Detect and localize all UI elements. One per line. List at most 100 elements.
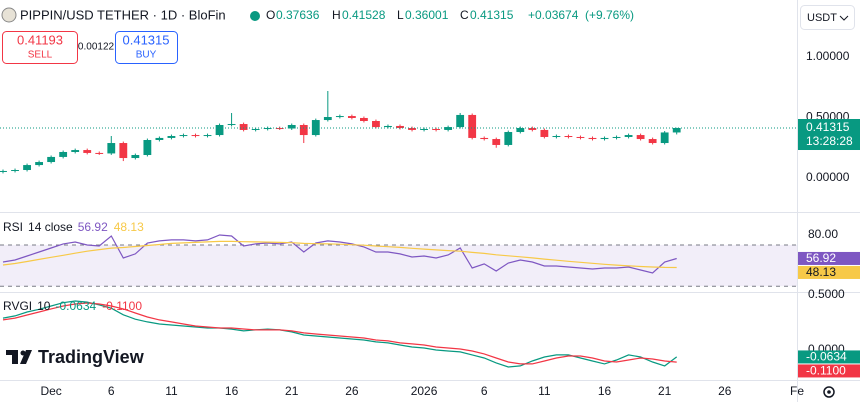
candle-body xyxy=(131,155,140,159)
candle-body xyxy=(299,124,308,136)
currency: USDT xyxy=(807,12,837,24)
x-tick-label: 26 xyxy=(345,384,359,398)
spread: 0.00122 xyxy=(78,42,115,53)
candle-body xyxy=(504,132,513,145)
indicator-value: 48.13 xyxy=(114,220,144,234)
candle-body xyxy=(372,121,380,128)
candle-body xyxy=(335,116,344,118)
y-tick-label: 80.00 xyxy=(808,227,838,241)
candle-body xyxy=(179,135,188,137)
last-price-box xyxy=(798,119,860,151)
x-tick-label: 16 xyxy=(225,384,239,398)
candle-body xyxy=(191,135,200,137)
candle-body xyxy=(167,136,176,138)
candle-body xyxy=(119,143,128,159)
candle-body xyxy=(59,151,68,157)
change: +0.03674 xyxy=(528,8,579,22)
indicator-line xyxy=(2,300,678,368)
candle-body xyxy=(360,117,368,122)
indicator-line xyxy=(2,234,677,274)
brand-logo-dot xyxy=(20,350,26,356)
candle-body xyxy=(612,136,621,138)
plot-area xyxy=(0,90,797,368)
y-tick-label: 1.00000 xyxy=(806,49,850,63)
x-tick-label: 21 xyxy=(285,384,299,398)
candle-body xyxy=(203,135,212,137)
candle-body xyxy=(35,162,44,166)
ohlc-letter: H xyxy=(332,8,341,22)
candle-body xyxy=(408,128,416,130)
candle-body xyxy=(263,128,272,130)
sell-price: 0.41193 xyxy=(17,32,63,47)
candle-body xyxy=(23,165,31,171)
market-status xyxy=(250,11,260,21)
x-tick-label: 6 xyxy=(108,384,115,398)
candle-body xyxy=(528,128,537,130)
countdown: 13:28:28 xyxy=(806,134,853,148)
buy-button[interactable] xyxy=(115,31,178,64)
brand-logo xyxy=(6,350,32,364)
band-fill xyxy=(0,244,797,287)
x-tick-label: 11 xyxy=(538,384,551,398)
candle-body xyxy=(468,114,477,138)
ohlc-letter: L xyxy=(397,8,404,22)
candle-body xyxy=(636,135,645,140)
y-tick-label: 0.5000 xyxy=(808,287,845,301)
axis-value-box xyxy=(798,350,860,364)
ohlc-value: 0.37636 xyxy=(276,8,320,22)
sell-button[interactable] xyxy=(2,31,78,64)
candle-body xyxy=(251,128,260,130)
candle-body xyxy=(384,125,392,128)
x-tick-label: 16 xyxy=(598,384,612,398)
candle-body xyxy=(552,136,561,138)
axis-value-box xyxy=(798,265,860,279)
axis-value-box xyxy=(798,364,860,378)
x-tick-label: 2026 xyxy=(411,384,438,398)
candle-body xyxy=(83,150,92,153)
settings-icon-center xyxy=(827,390,831,394)
indicator-title: RVGI xyxy=(3,299,32,313)
x-tick-label: 21 xyxy=(658,384,672,398)
candle-body xyxy=(444,127,453,130)
candle-body xyxy=(143,140,152,156)
symbol-title[interactable]: PIPPIN/USD TETHER · 1D · BloFin xyxy=(20,7,226,22)
indicator-line xyxy=(2,240,677,269)
indicator-value: -0.1100 xyxy=(102,299,142,313)
candle-body xyxy=(492,139,501,145)
axis-value-label: -0.1100 xyxy=(806,364,846,378)
x-tick-label: 26 xyxy=(718,384,732,398)
buy-price: 0.41315 xyxy=(123,32,170,47)
symbol-icon xyxy=(1,7,17,23)
currency-select[interactable] xyxy=(800,5,855,30)
dropdown-chevron xyxy=(839,15,849,21)
ohlc-value: 0.41315 xyxy=(470,8,514,22)
candle-body xyxy=(347,116,356,118)
candle-body xyxy=(287,124,296,129)
candle-body xyxy=(275,128,284,130)
candle-body xyxy=(564,136,573,138)
settings-icon[interactable] xyxy=(823,386,835,398)
x-tick-label: 11 xyxy=(165,384,178,398)
candle-body xyxy=(227,124,236,126)
indicator-value: -0.0634 xyxy=(55,299,96,313)
x-tick-label: 6 xyxy=(481,384,488,398)
axis-value-label: 56.92 xyxy=(806,251,836,265)
ohlc-letter: C xyxy=(460,8,469,22)
x-tick-label: Dec xyxy=(40,384,61,398)
candle-body xyxy=(540,129,549,137)
candle-body xyxy=(155,137,164,141)
candle-body xyxy=(239,124,248,130)
candle-body xyxy=(323,117,332,121)
brand-name: TradingView xyxy=(38,347,145,367)
candle-body xyxy=(480,137,489,140)
ohlc-value: 0.36001 xyxy=(405,8,449,22)
x-tick-label: Fe xyxy=(790,384,804,398)
indicator-params: 14 close xyxy=(28,220,73,234)
candle-body xyxy=(624,135,633,137)
candle-body xyxy=(71,150,80,152)
candle-body xyxy=(107,143,116,154)
candle-body xyxy=(672,128,681,133)
last-price-label: 0.41315 xyxy=(806,120,850,134)
